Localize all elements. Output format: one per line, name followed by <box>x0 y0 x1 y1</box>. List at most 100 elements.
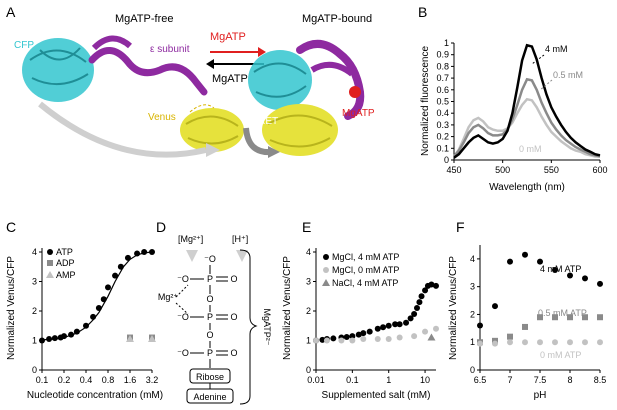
b-series-line-1 <box>453 77 601 158</box>
c-point-atp <box>90 313 97 320</box>
adenine-label: Adenine <box>193 392 226 402</box>
x-tick-label: 8.5 <box>594 375 607 385</box>
c-point-amp <box>126 335 134 343</box>
epsilon-bound-helix <box>310 61 354 77</box>
y-tick-label: 0 <box>470 365 475 375</box>
venus-label: Venus <box>148 112 176 123</box>
cfp-strands <box>29 47 89 85</box>
e-point-series-1 <box>396 334 403 341</box>
f-point-series-0 <box>567 272 573 279</box>
c-point-atp <box>141 249 148 255</box>
y-tick-label: 0 <box>444 155 449 165</box>
mg-ion-label: [Mg²⁺] <box>178 234 203 244</box>
b-series-label-05mm: 0.5 mM <box>553 70 583 80</box>
h-ion-label: [H⁺] <box>232 234 248 244</box>
mgatp-side-label: MgATP²⁻ <box>262 308 272 345</box>
e-point-series-1 <box>349 337 356 344</box>
e-legend-mgcl-0-marker <box>323 267 329 273</box>
y-tick-label: 1 <box>470 337 475 347</box>
e-point-series-0 <box>403 319 410 326</box>
f-marks <box>477 251 603 347</box>
e-point-series-0 <box>385 322 392 329</box>
x-tick-label: 550 <box>544 165 559 175</box>
f-point-series-2 <box>567 339 573 346</box>
b-series-line-2 <box>452 97 600 158</box>
panel-c: C 0.1 0.2 0.4 0.8 1.6 3.2 0 1 2 3 4 Nucleotide con… <box>6 219 163 401</box>
b-series-label-0mm: 0 mM <box>519 144 542 154</box>
y-tick-label: 1 <box>306 336 311 346</box>
atom-o-alpha-dbl: O <box>230 348 237 358</box>
cfp-bound-strands <box>253 62 307 98</box>
f-point-series-2 <box>522 339 528 346</box>
atom-o-bridge-2: O <box>206 330 213 340</box>
e-legend-mgcl-4: MgCl, 4 mM ATP <box>332 252 399 262</box>
e-legend-nacl-marker <box>322 279 330 286</box>
c-point-atp <box>105 284 111 291</box>
e-point-series-0 <box>380 324 387 331</box>
b-xlabel: Wavelength (nm) <box>489 182 565 193</box>
b-leader-05mm <box>539 79 553 91</box>
y-tick-label: 0.2 <box>436 132 449 142</box>
mg-center-label: Mg²⁺ <box>158 292 178 302</box>
f-point-series-2 <box>552 339 558 346</box>
e-point-series-1 <box>411 333 418 340</box>
panel-c-label: C <box>6 219 16 235</box>
panel-a: A MgATP-free MgATP-bound CFP ε subunit V… <box>6 4 375 158</box>
c-legend-adp-marker <box>47 260 53 266</box>
f-series-label-4mm: 4 mM ATP <box>540 264 581 274</box>
h-arrow <box>236 250 248 262</box>
e-legend-nacl: NaCl, 4 mM ATP <box>332 278 398 288</box>
f-point-series-0 <box>552 267 558 273</box>
y-tick-label: 0 <box>32 365 37 375</box>
cfp-label: CFP <box>14 40 34 51</box>
panel-d: D [Mg²⁺] [H⁺] ⁻O ⁻O P O O ⁻O P O O ⁻O <box>156 219 272 405</box>
x-tick-label: 450 <box>446 165 461 175</box>
y-tick-label: 3 <box>306 277 311 287</box>
unbind-arrow-head <box>206 59 214 69</box>
e-point-series-1 <box>422 328 429 335</box>
c-ylabel: Normalized Venus/CFP <box>6 256 17 360</box>
f-point-series-1 <box>522 323 528 330</box>
x-tick-label: 0.01 <box>307 375 325 385</box>
c-point-atp <box>112 272 119 279</box>
panel-f: F 6.5 7 7.5 8 8.5 0 1 2 3 4 pH Normalized Venus/C… <box>448 219 606 401</box>
y-tick-label: 2 <box>32 306 37 316</box>
b-ylabel: Normalized fluorescence <box>420 46 431 156</box>
e-point-series-1 <box>374 336 381 343</box>
e-point-series-0 <box>422 287 429 294</box>
c-marks <box>39 249 156 344</box>
f-point-series-1 <box>507 333 513 340</box>
c-point-atp <box>149 249 155 255</box>
e-point-series-0 <box>319 336 326 343</box>
epsilon-helix <box>91 35 132 51</box>
f-point-series-0 <box>492 303 498 310</box>
y-tick-label: 4 <box>32 247 37 257</box>
e-point-series-0 <box>355 331 362 338</box>
e-point-series-0 <box>343 333 350 340</box>
f-point-series-0 <box>477 322 483 329</box>
e-point-series-0 <box>392 321 399 328</box>
venus-bound-strands <box>267 114 333 148</box>
mg-arrow <box>186 250 198 262</box>
mgatp-out-label: MgATP <box>212 73 248 85</box>
y-tick-label: 1 <box>444 38 449 48</box>
y-tick-label: 0.1 <box>436 143 449 153</box>
c-legend: ATP ADP AMP <box>46 247 76 280</box>
x-tick-label: 8 <box>567 375 572 385</box>
y-tick-label: 2 <box>306 306 311 316</box>
f-point-series-1 <box>582 314 588 321</box>
x-tick-label: 1.6 <box>124 375 137 385</box>
epsilon-label: ε subunit <box>150 44 190 55</box>
c-point-atp <box>73 328 80 335</box>
e-ticks: 0.01 0.1 1 10 0 1 2 3 4 <box>306 247 430 385</box>
atom-p-alpha: P <box>207 348 213 358</box>
bound-title: MgATP-bound <box>302 13 372 25</box>
fret-arrowhead <box>268 146 280 158</box>
epsilon-subunit-shape <box>88 47 208 96</box>
f-point-series-2 <box>582 339 588 346</box>
f-point-series-2 <box>492 340 498 347</box>
c-legend-atp-marker <box>47 249 53 255</box>
c-ticks: 0.1 0.2 0.4 0.8 1.6 3.2 0 1 2 3 4 <box>32 247 158 385</box>
b-series-line-0 <box>453 43 601 159</box>
e-ylabel: Normalized Venus/CFP <box>282 256 293 360</box>
